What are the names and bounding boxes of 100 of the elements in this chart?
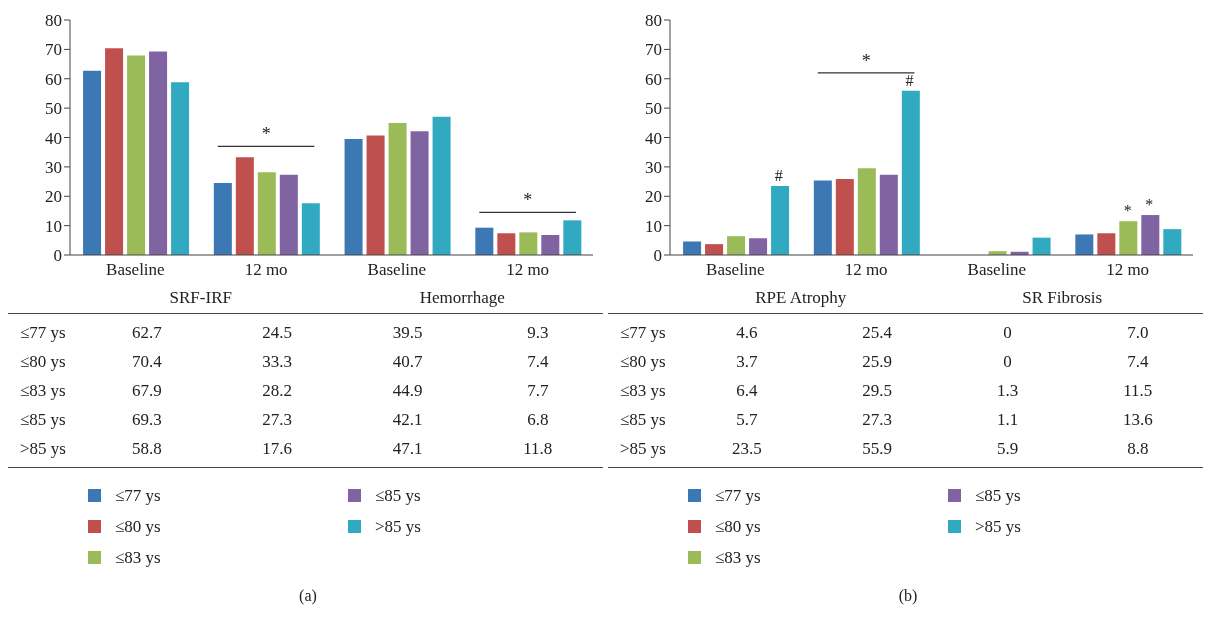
y-tick-label: 50 xyxy=(45,99,62,119)
data-label: 39.5 xyxy=(391,322,424,343)
y-tick-label: 70 xyxy=(645,40,662,60)
data-label: 33.3 xyxy=(261,351,294,372)
data-label: 67.9 xyxy=(131,380,163,401)
bar xyxy=(1097,233,1116,255)
data-label: 28.2 xyxy=(261,380,294,401)
data-label: 7.7 xyxy=(526,380,550,401)
annotation: # xyxy=(774,166,783,184)
data-label: 17.6 xyxy=(261,438,294,459)
bar xyxy=(301,203,320,255)
y-tick-label: 40 xyxy=(45,128,62,148)
data-label: 42.1 xyxy=(391,409,424,430)
data-label: 6.8 xyxy=(526,409,550,430)
bar xyxy=(366,135,385,255)
data-label: 1.1 xyxy=(995,409,1020,430)
text: SRF-IRF xyxy=(168,288,233,308)
y-tick-label: 20 xyxy=(45,187,62,207)
text: ≤83 ys xyxy=(20,380,66,400)
text: ≤83 ys xyxy=(620,380,666,400)
bar xyxy=(171,82,190,255)
y-tick-label: 40 xyxy=(645,128,662,148)
data-label: 70.4 xyxy=(131,351,163,372)
y-tick-label: 70 xyxy=(45,40,62,60)
data-label: 0 xyxy=(1002,322,1013,343)
data-label: 8.8 xyxy=(1126,438,1150,459)
x-tick-label: Baseline xyxy=(706,260,765,280)
legend-label: ≤80 ys xyxy=(715,516,761,537)
bar xyxy=(410,131,429,255)
data-label: 11.8 xyxy=(522,438,554,459)
bar xyxy=(683,241,702,255)
data-label: 7.0 xyxy=(1126,322,1150,343)
text: SR Fibrosis xyxy=(1021,288,1104,308)
text: ≤80 ys xyxy=(20,351,66,371)
bar xyxy=(257,172,276,255)
data-label: 29.5 xyxy=(861,380,894,401)
data-label: 55.9 xyxy=(861,438,894,459)
bar xyxy=(432,116,451,255)
text: ≤77 ys xyxy=(620,322,666,342)
data-label: 24.5 xyxy=(261,322,294,343)
text: (a) xyxy=(298,587,318,605)
text: >85 ys xyxy=(620,438,666,458)
legend-label: >85 ys xyxy=(375,516,421,537)
data-label: 44.9 xyxy=(391,380,424,401)
bar xyxy=(727,236,746,255)
legend-label: ≤80 ys xyxy=(115,516,161,537)
text: ≤80 ys xyxy=(620,351,666,371)
bar xyxy=(149,51,168,255)
bar xyxy=(879,174,898,255)
text: ≤85 ys xyxy=(20,409,66,429)
bar xyxy=(901,90,920,255)
y-tick-label: 50 xyxy=(645,99,662,119)
bar xyxy=(388,123,407,255)
bar xyxy=(857,168,876,255)
bar xyxy=(1032,237,1051,255)
bar xyxy=(475,227,494,255)
data-label: 3.7 xyxy=(735,351,759,372)
bar xyxy=(563,220,582,255)
data-label: 1.3 xyxy=(995,380,1020,401)
bar xyxy=(519,232,538,255)
text: ≤85 ys xyxy=(620,409,666,429)
annotation: * xyxy=(1145,196,1154,214)
legend-label: ≤83 ys xyxy=(115,547,161,568)
annotation: # xyxy=(905,71,914,89)
x-tick-label: 12 mo xyxy=(506,260,550,280)
bar xyxy=(127,55,146,255)
bar xyxy=(344,138,363,255)
bar xyxy=(235,157,254,255)
text: Hemorrhage xyxy=(418,288,506,308)
legend-label: ≤85 ys xyxy=(975,485,1021,506)
x-tick-label: 12 mo xyxy=(844,260,888,280)
annotation: * xyxy=(861,50,871,71)
bar xyxy=(1141,215,1160,255)
bar xyxy=(1119,221,1138,255)
bar xyxy=(213,183,232,255)
y-tick-label: 80 xyxy=(45,11,62,31)
bar xyxy=(279,174,298,255)
x-tick-label: 12 mo xyxy=(1106,260,1150,280)
bar xyxy=(813,180,832,255)
annotation: * xyxy=(523,190,533,211)
x-tick-label: Baseline xyxy=(106,260,165,280)
data-label: 6.4 xyxy=(735,380,759,401)
y-tick-label: 10 xyxy=(45,216,62,236)
data-label: 25.9 xyxy=(861,351,894,372)
bar xyxy=(1163,229,1182,255)
x-tick-label: 12 mo xyxy=(244,260,288,280)
legend-label: ≤85 ys xyxy=(375,485,421,506)
text: ≤77 ys xyxy=(20,322,66,342)
bar xyxy=(835,178,854,255)
data-label: 58.8 xyxy=(131,438,163,459)
y-tick-label: 60 xyxy=(645,69,662,89)
y-tick-label: 0 xyxy=(653,246,662,266)
data-label: 13.6 xyxy=(1121,409,1154,430)
legend-label: ≤77 ys xyxy=(715,485,761,506)
y-tick-label: 30 xyxy=(645,157,662,177)
text: (b) xyxy=(897,587,919,605)
y-tick-label: 0 xyxy=(53,246,62,266)
data-label: 27.3 xyxy=(261,409,294,430)
data-label: 23.5 xyxy=(731,438,763,459)
data-label: 7.4 xyxy=(526,351,550,372)
